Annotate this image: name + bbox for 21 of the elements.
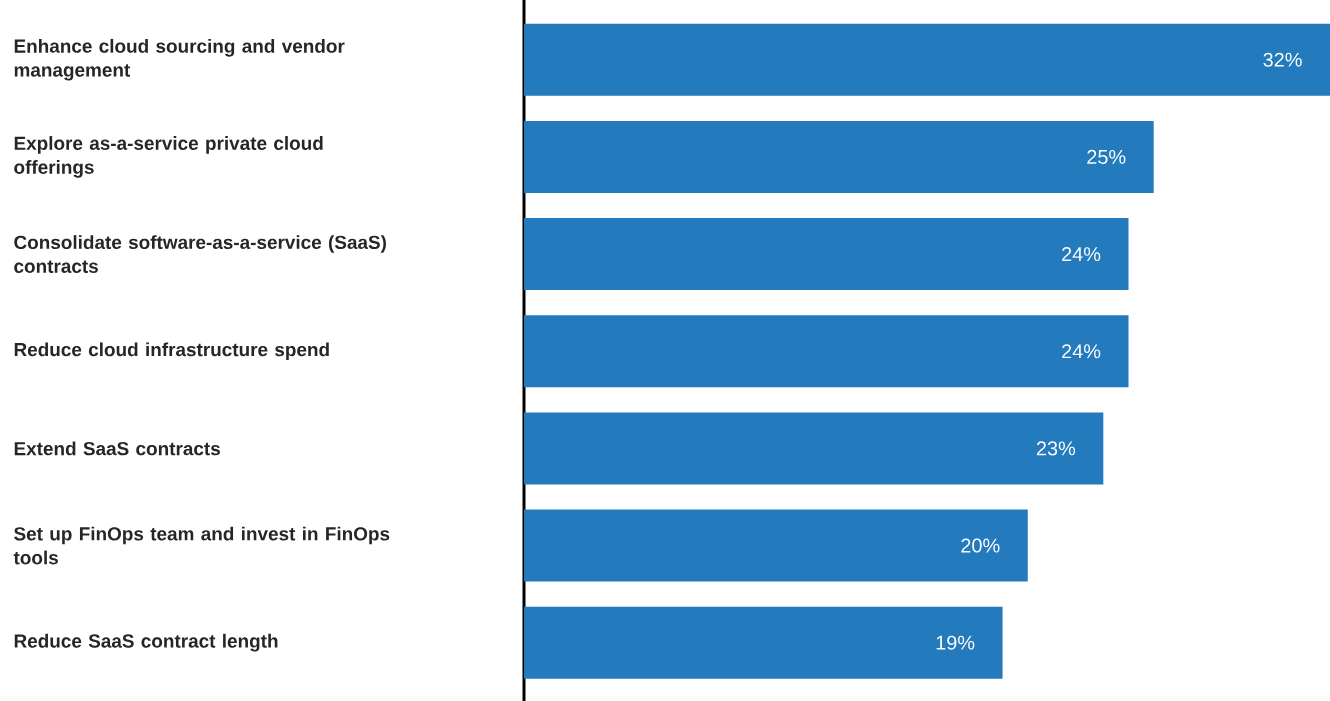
data-label: 19%	[936, 635, 975, 650]
y-tick-label: Explore as-a-service private cloud offerings	[14, 136, 323, 178]
bar	[524, 412, 1104, 485]
bar	[524, 315, 1129, 388]
y-tick-label: Extend SaaS contracts	[14, 441, 220, 456]
data-label: 24%	[1062, 247, 1101, 262]
bar	[524, 23, 1330, 96]
data-label: 20%	[961, 538, 1000, 553]
bar	[524, 218, 1129, 291]
data-label: 32%	[1263, 52, 1302, 67]
bar	[524, 120, 1154, 193]
data-label: 24%	[1062, 344, 1101, 359]
y-tick-label: Set up FinOps team and invest in FinOps tools	[13, 526, 390, 565]
data-label: 25%	[1087, 149, 1126, 164]
y-tick-label: Reduce SaaS contract length	[14, 633, 278, 652]
bar	[524, 606, 1003, 679]
y-tick-label: Reduce cloud infrastructure spend	[14, 342, 329, 361]
data-label: 23%	[1036, 441, 1076, 456]
y-tick-label: Consolidate software-as-a-service (SaaS) contracts	[14, 235, 386, 273]
y-tick-label: Enhance cloud sourcing and vendor management	[14, 38, 345, 81]
bar	[524, 509, 1028, 582]
